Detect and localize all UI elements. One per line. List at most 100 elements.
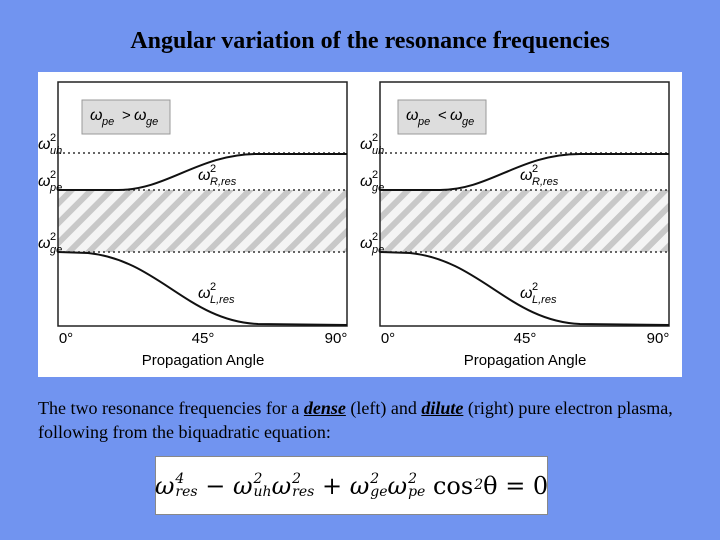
equation-base: ω [154, 471, 175, 500]
caption-emphasis: dense [303, 398, 346, 418]
condition-op: < [438, 107, 447, 124]
level-label-sup: 2 [50, 169, 56, 181]
equation-term: ω 2 uh [233, 472, 272, 500]
caption-emphasis: dilute [421, 398, 464, 418]
level-label-base: ω [38, 173, 50, 190]
equation-term: ω 2 res [272, 472, 315, 500]
curve-label-base: ω [198, 167, 210, 184]
condition-term-base: ω [90, 107, 102, 124]
curve-label-base: ω [520, 285, 532, 302]
equation-sub: pe [408, 483, 426, 500]
level-label-sup: 2 [50, 132, 56, 144]
curve-lower [57, 251, 348, 326]
condition-box [81, 99, 171, 135]
equation-base: ω [232, 471, 253, 500]
equation-sup: 2 [253, 470, 263, 487]
x-tick-label: 45° [192, 330, 215, 347]
curve-label-sup: 2 [532, 163, 538, 175]
curve-label-base: ω [198, 285, 210, 302]
condition-term-base: ω [450, 107, 462, 124]
level-label-sup: 2 [50, 231, 56, 243]
equation-indices: 2 [474, 477, 484, 493]
equation-indices: 4 res [175, 470, 198, 500]
condition-term-base: ω [134, 107, 146, 124]
condition-box [397, 99, 487, 135]
level-label-sub: ge [50, 244, 62, 256]
level-label-sub: uh [372, 145, 384, 157]
equation-sub: ge [370, 483, 388, 500]
equation-term: ω 4 res [155, 472, 198, 500]
curve-label-sub: R,res [532, 176, 559, 188]
curve-lower [379, 251, 670, 326]
equation: ω 4 res − ω 2 uh ω 2 res + ω 2 ge ω 2 pe cos 2 θ = 0 [155, 456, 548, 515]
x-axis-label: Propagation Angle [142, 352, 265, 369]
level-label-sub: ge [372, 182, 384, 194]
hatched-band [58, 190, 347, 252]
level-label-base: ω [38, 235, 50, 252]
equation-sup: 2 [408, 470, 418, 487]
equation-base: ω [271, 471, 292, 500]
equation-sup: 2 [474, 477, 484, 493]
curve-label-sup: 2 [210, 163, 216, 175]
x-tick-label: 90° [647, 330, 670, 347]
curve-upper [380, 153, 669, 191]
equation-sup: 4 [175, 470, 185, 487]
equation-sub: res [292, 483, 315, 500]
condition-term-sub: pe [101, 116, 114, 128]
equation-indices: 2 pe [408, 470, 426, 500]
equation-sub: res [175, 483, 198, 500]
condition-term-sub: ge [146, 116, 158, 128]
curve-label-sub: R,res [210, 176, 237, 188]
level-label-sub: pe [49, 182, 62, 194]
equation-term: cos 2 [425, 472, 483, 500]
level-label-base: ω [360, 235, 372, 252]
curve-label-sup: 2 [532, 281, 538, 293]
curve-label-sub: L,res [210, 294, 235, 306]
equation-base: cos [425, 471, 474, 500]
x-tick-label: 0° [59, 330, 73, 347]
equation-term: ω 2 ge [350, 472, 388, 500]
equation-operator: θ = 0 [483, 471, 549, 500]
equation-indices: 2 res [292, 470, 315, 500]
slide-title: Angular variation of the resonance frequ… [130, 28, 609, 54]
caption-text: (left) and [345, 398, 422, 418]
level-label-sub: pe [371, 244, 384, 256]
x-tick-label: 90° [325, 330, 348, 347]
level-label-sup: 2 [372, 231, 378, 243]
x-tick-label: 0° [381, 330, 395, 347]
equation-base: ω [349, 471, 370, 500]
condition-term-sub: pe [417, 116, 430, 128]
condition-op: > [122, 107, 131, 124]
equation-operator: + [314, 471, 350, 500]
caption-text: The two resonance frequencies for a [38, 398, 304, 418]
level-label-sub: uh [50, 145, 62, 157]
level-label-sup: 2 [372, 132, 378, 144]
condition-term-base: ω [406, 107, 418, 124]
equation-term: ω 2 pe [388, 472, 426, 500]
x-tick-label: 45° [514, 330, 537, 347]
equation-indices: 2 uh [253, 470, 272, 500]
equation-indices: 2 ge [370, 470, 388, 500]
equation-sub: uh [253, 483, 272, 500]
hatched-band [380, 190, 669, 252]
plot-frame [379, 81, 670, 327]
equation-operator: − [197, 471, 233, 500]
level-label-base: ω [38, 136, 50, 153]
equation-base: ω [387, 471, 408, 500]
equation-sup: 2 [370, 470, 380, 487]
condition-term-sub: ge [462, 116, 474, 128]
level-label-base: ω [360, 136, 372, 153]
caption-text: (right) pure electron plasma, following … [38, 398, 673, 442]
curve-label-sub: L,res [532, 294, 557, 306]
equation-sup: 2 [292, 470, 302, 487]
curve-label-base: ω [520, 167, 532, 184]
level-label-base: ω [360, 173, 372, 190]
caption: The two resonance frequencies for a dens… [38, 396, 688, 444]
plot-frame [57, 81, 348, 327]
curve-upper [58, 153, 347, 191]
x-axis-label: Propagation Angle [464, 352, 587, 369]
level-label-sup: 2 [372, 169, 378, 181]
curve-label-sup: 2 [210, 281, 216, 293]
